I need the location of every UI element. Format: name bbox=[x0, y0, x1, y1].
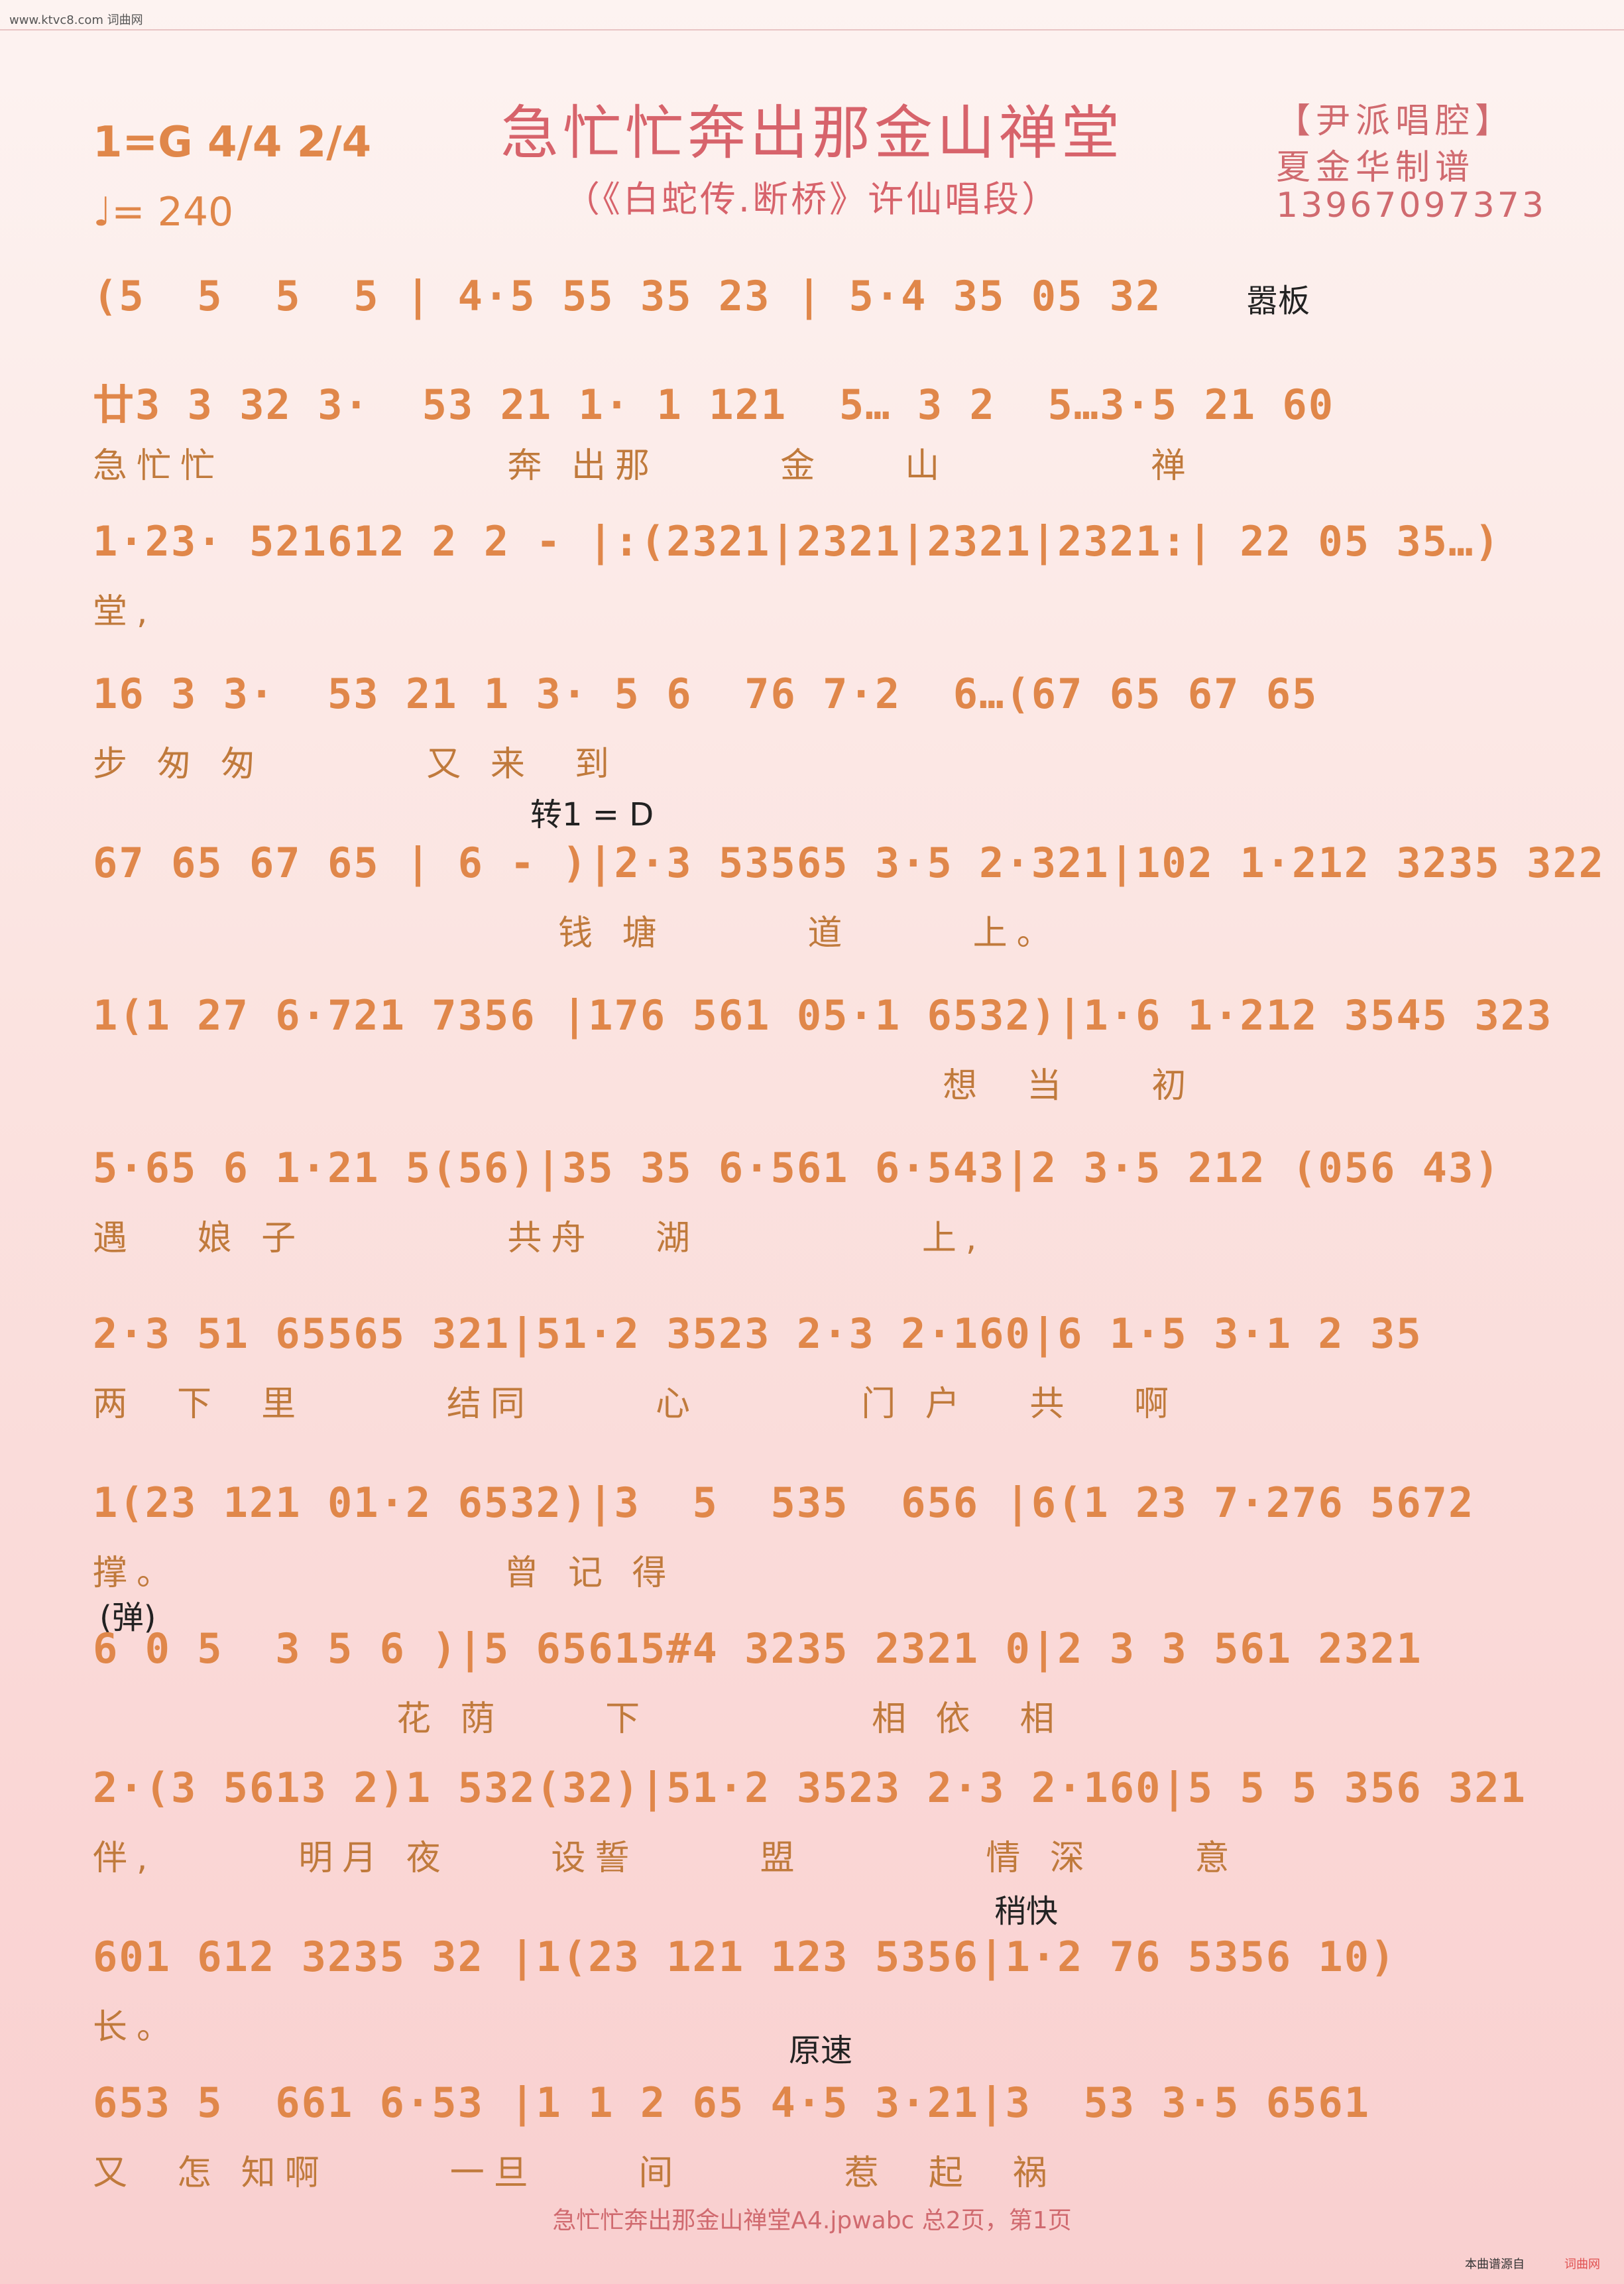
notes: 2·(3 5613 2)1 532(32)|51·2 3523 2·3 2·16… bbox=[93, 1764, 1527, 1812]
brand-right: 词曲网 bbox=[1564, 2257, 1600, 2271]
lyrics: 撑。 曾 记 得 bbox=[93, 1553, 676, 1593]
notes: 2·3 51 65565 321|51·2 3523 2·3 2·160|6 1… bbox=[93, 1309, 1422, 1358]
notes: 16 3 3· 53 21 1 3· 5 6 76 7·2 6…(67 65 6… bbox=[93, 670, 1318, 718]
lyrics: 遇 娘 子 共舟 湖 上, bbox=[93, 1219, 986, 1258]
row-mark: 嚣板 bbox=[1246, 282, 1310, 320]
lyrics: 花 荫 下 相 依 相 bbox=[93, 1699, 1064, 1739]
lyrics: 长。 bbox=[93, 2008, 181, 2047]
top-divider bbox=[0, 29, 1624, 30]
row-mark: 转1 = D bbox=[530, 796, 654, 833]
lyrics: 伴, 明月 夜 设誓 盟 情 深 意 bbox=[93, 1838, 1239, 1878]
notes: 6 0 5 3 5 6 )|5 65615#4 3235 2321 0|2 3 … bbox=[93, 1624, 1422, 1673]
credit-phone: 13967097373 bbox=[1276, 186, 1546, 225]
row-mark: (弹) bbox=[99, 1599, 156, 1636]
lyrics: 急忙忙 奔 出那 金 山 禅 bbox=[93, 446, 1195, 486]
page-subtitle: （《白蛇传.断桥》许仙唱段） bbox=[563, 178, 1061, 220]
notes: (5 5 5 5 | 4·5 55 35 23 | 5·4 35 05 32 bbox=[93, 272, 1162, 320]
notes: 601 612 3235 32 |1(23 121 123 5356|1·2 7… bbox=[93, 1933, 1397, 1981]
lyrics: 步 匆 匆 又 来 到 bbox=[93, 745, 618, 784]
lyrics: 钱 塘 道 上。 bbox=[93, 914, 1061, 953]
notes: 1(1 27 6·721 7356 |176 561 05·1 6532)|1·… bbox=[93, 991, 1553, 1040]
lyrics: 想 当 初 bbox=[93, 1066, 1196, 1106]
lyrics: 堂, bbox=[93, 592, 157, 632]
notes: 1(23 121 01·2 6532)|3 5 535 656 |6(1 23 … bbox=[93, 1478, 1475, 1527]
notes: 1·23· 521612 2 2 - |:(2321|2321|2321|232… bbox=[93, 517, 1501, 566]
row-mark: 原速 bbox=[789, 2032, 853, 2069]
page-footer: 急忙忙奔出那金山禅堂A4.jpwabc 总2页，第1页 bbox=[552, 2207, 1072, 2234]
notes: 67 65 67 65 | 6 - )|2·3 53565 3·5 2·321|… bbox=[93, 839, 1605, 887]
key-signature: 1=G 4/4 2/4 bbox=[93, 118, 372, 167]
row-mark: 稍快 bbox=[994, 1893, 1059, 1930]
credit-style: 【尹派唱腔】 bbox=[1276, 101, 1515, 141]
notes: 廿3 3 32 3· 53 21 1· 1 121 5… 3 2 5…3·5 2… bbox=[93, 381, 1335, 429]
brand-left: 本曲谱源自 bbox=[1465, 2257, 1525, 2271]
notes: 653 5 661 6·53 |1 1 2 65 4·5 3·21|3 53 3… bbox=[93, 2078, 1371, 2127]
notes: 5·65 6 1·21 5(56)|35 35 6·561 6·543|2 3·… bbox=[93, 1144, 1501, 1192]
site-watermark: www.ktvc8.com 词曲网 bbox=[9, 13, 143, 27]
lyrics: 又 怎 知啊 一旦 间 惹 起 祸 bbox=[93, 2153, 1057, 2193]
lyrics: 两 下 里 结同 心 门 户 共 啊 bbox=[93, 1384, 1178, 1424]
credit-author: 夏金华制谱 bbox=[1276, 148, 1476, 188]
page-title: 急忙忙奔出那金山禅堂 bbox=[500, 99, 1124, 167]
tempo-marking: ♩= 240 bbox=[93, 189, 234, 235]
